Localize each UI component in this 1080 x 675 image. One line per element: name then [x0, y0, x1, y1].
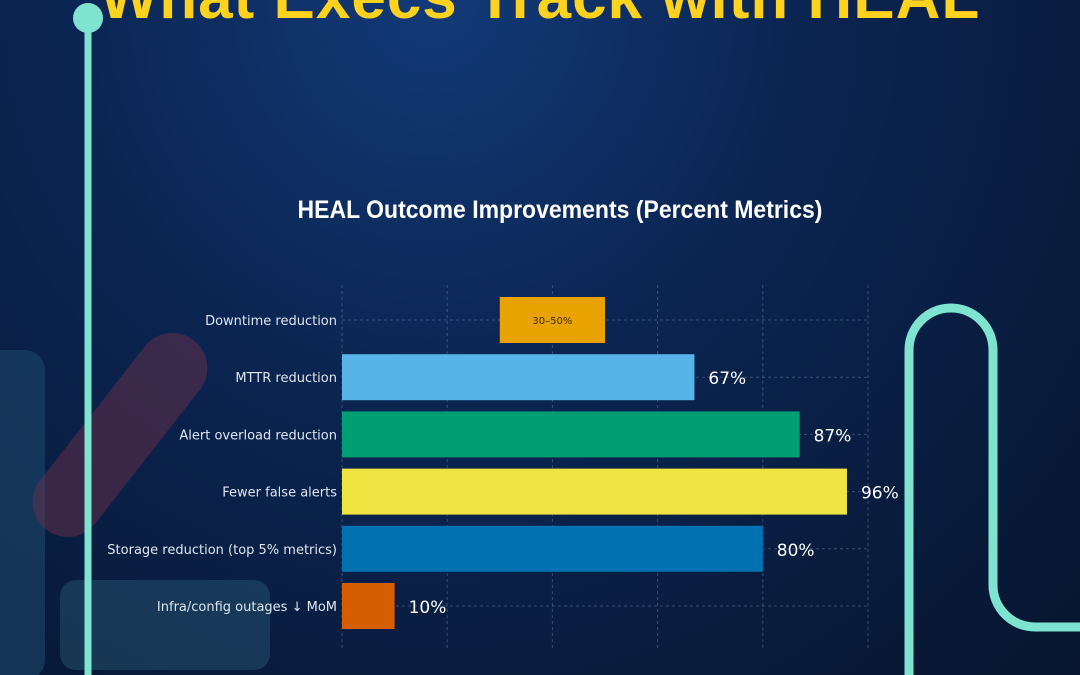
decor-diagonal-bar [32, 333, 208, 537]
y-tick-label: Infra/config outages ↓ MoM [157, 600, 337, 615]
y-tick-label: Alert overload reduction [179, 428, 337, 443]
bar [342, 354, 695, 401]
y-tick-label: Downtime reduction [205, 314, 337, 329]
bar [342, 525, 763, 572]
y-tick-label: Storage reduction (top 5% metrics) [107, 543, 337, 558]
decor-teal-block [0, 350, 45, 675]
bar [342, 468, 847, 515]
decor-bottom-block [60, 580, 270, 670]
y-tick-label: Fewer false alerts [222, 486, 337, 501]
bar [499, 297, 605, 343]
decor-right-curve [904, 303, 1080, 675]
bar [342, 411, 800, 458]
bar-data-label: 87% [814, 426, 852, 446]
bar-data-label: 80% [777, 541, 815, 561]
bar-data-label: 96% [861, 484, 899, 504]
decor-left-dot [73, 3, 103, 33]
bar-data-label: 67% [708, 369, 746, 389]
bar-data-label: 10% [409, 598, 447, 618]
page-title: What Execs Track with HEAL [0, 0, 1080, 33]
y-tick-label: MTTR reduction [235, 371, 337, 386]
chart-title: HEAL Outcome Improvements (Percent Metri… [297, 196, 823, 224]
bar [342, 583, 395, 629]
bar-data-label: 30–50% [532, 316, 572, 327]
